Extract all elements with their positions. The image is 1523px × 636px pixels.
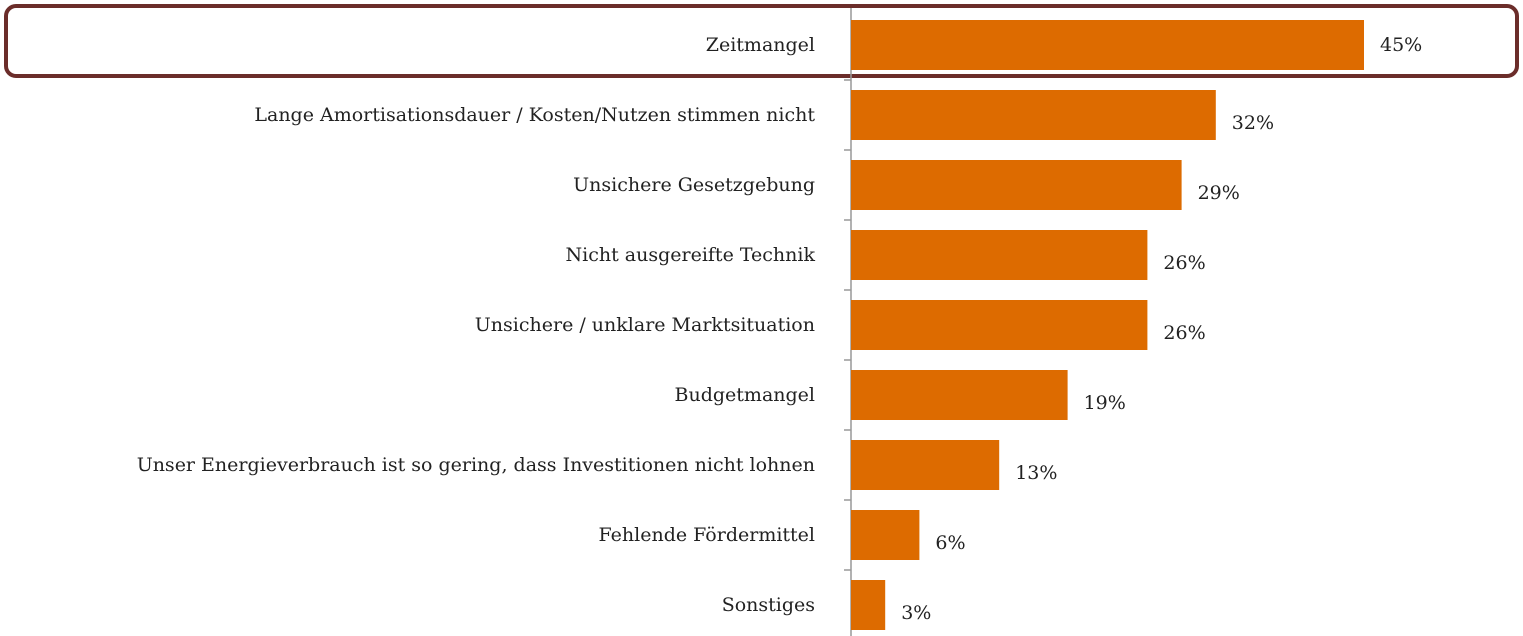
bar (851, 370, 1068, 420)
category-label: Unser Energieverbrauch ist so gering, da… (115, 430, 815, 500)
bar (851, 20, 1364, 70)
value-label: 13% (1015, 462, 1058, 484)
category-text: Sonstiges (721, 594, 815, 616)
value-label: 3% (901, 602, 932, 624)
category-text: Lange Amortisationsdauer / Kosten/Nutzen… (254, 104, 815, 126)
category-text: Unsichere Gesetzgebung (573, 174, 815, 196)
category-label: Fehlende Fördermittel (115, 500, 815, 570)
category-label: Lange Amortisationsdauer / Kosten/Nutzen… (115, 80, 815, 150)
category-text: Budgetmangel (674, 384, 815, 406)
category-text: Unser Energieverbrauch ist so gering, da… (136, 454, 815, 476)
bar (851, 300, 1148, 350)
category-label: Budgetmangel (115, 360, 815, 430)
value-label: 45% (1380, 34, 1423, 56)
bar (851, 440, 1000, 490)
value-label: 32% (1231, 112, 1275, 134)
highlight-frame (4, 4, 1519, 78)
value-label: 26% (1163, 322, 1206, 344)
category-label: Nicht ausgereifte Technik (115, 220, 815, 290)
bar (851, 160, 1182, 210)
category-label: Unsichere / unklare Marktsituation (115, 290, 815, 360)
bar (851, 90, 1216, 140)
category-text: Unsichere / unklare Marktsituation (474, 314, 815, 336)
category-label: Unsichere Gesetzgebung (115, 150, 815, 220)
value-label: 29% (1197, 182, 1240, 204)
value-label: 26% (1163, 252, 1206, 274)
category-label: Zeitmangel (115, 10, 815, 80)
value-label: 19% (1083, 392, 1126, 414)
bar (851, 510, 920, 560)
bar (851, 580, 886, 630)
bar (851, 230, 1148, 280)
category-label: Sonstiges (115, 570, 815, 636)
category-text: Zeitmangel (705, 34, 815, 56)
category-text: Nicht ausgereifte Technik (565, 244, 815, 266)
category-text: Fehlende Fördermittel (598, 524, 815, 546)
value-label: 6% (935, 532, 966, 554)
